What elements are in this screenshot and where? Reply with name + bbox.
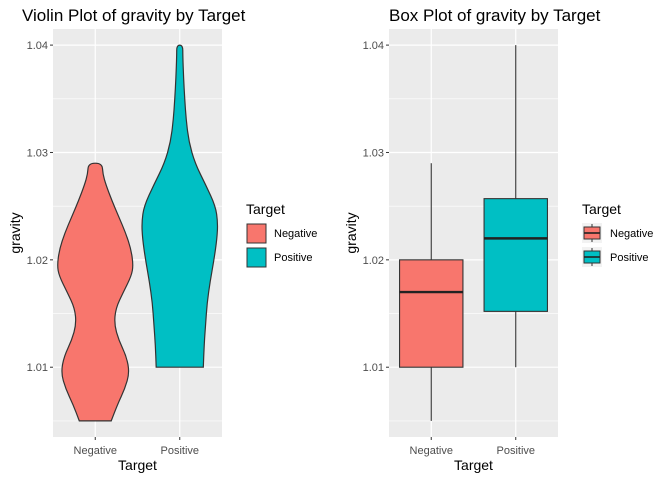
x-tick-label: Negative: [74, 445, 117, 457]
box-negative: [399, 259, 464, 368]
x-tick-label: Positive: [160, 445, 199, 457]
violin-plot-marks: [57, 44, 219, 422]
y-tick-label: 1.04: [363, 40, 384, 52]
y-tick-label: 1.03: [363, 147, 384, 159]
legend-label-negative: Negative: [274, 228, 317, 240]
violin-plot-y-ticks: 1.01 1.02 1.03 1.04: [27, 40, 53, 374]
box-plot-y-axis-title: gravity: [343, 212, 359, 253]
y-tick-label: 1.04: [27, 40, 48, 52]
violin-plot-x-axis-title: Target: [118, 457, 157, 473]
x-tick-label: Negative: [410, 445, 453, 457]
legend-title: Target: [582, 201, 621, 217]
y-tick-label: 1.02: [363, 255, 384, 267]
violin-plot-x-ticks: Negative Positive: [74, 437, 199, 457]
legend-label-negative: Negative: [610, 228, 653, 240]
legend-label-positive: Positive: [610, 252, 649, 264]
violin-plot-title: Violin Plot of gravity by Target: [22, 6, 246, 25]
y-tick-label: 1.03: [27, 147, 48, 159]
legend-key-positive: [246, 247, 267, 268]
violin-plot-panel: Violin Plot of gravity by Target 1.011.0…: [7, 6, 317, 473]
y-tick-label: 1.01: [363, 362, 384, 374]
box-plot-title: Box Plot of gravity by Target: [389, 6, 601, 25]
violin-positive: [141, 44, 219, 368]
y-tick-label: 1.02: [27, 255, 48, 267]
box-plot-x-ticks: Negative Positive: [410, 437, 535, 457]
legend-label-positive: Positive: [274, 252, 313, 264]
x-tick-label: Positive: [496, 445, 535, 457]
violin-plot-y-axis-title: gravity: [7, 212, 23, 253]
box-plot-y-ticks: 1.01 1.02 1.03 1.04: [363, 40, 389, 374]
violin-plot-legend: Target Negative Positive: [246, 201, 317, 268]
box-plot-x-axis-title: Target: [454, 457, 493, 473]
box-plot-legend: Target Negative Positive: [582, 201, 653, 267]
y-tick-label: 1.01: [27, 362, 48, 374]
legend-title: Target: [246, 201, 285, 217]
box-positive: [483, 198, 548, 312]
violin-negative: [57, 162, 134, 422]
legend-key-negative: [246, 223, 267, 244]
box-plot-marks: [399, 45, 548, 421]
box-plot-panel: Box Plot of gravity by Target 1.011.021.…: [343, 6, 653, 473]
